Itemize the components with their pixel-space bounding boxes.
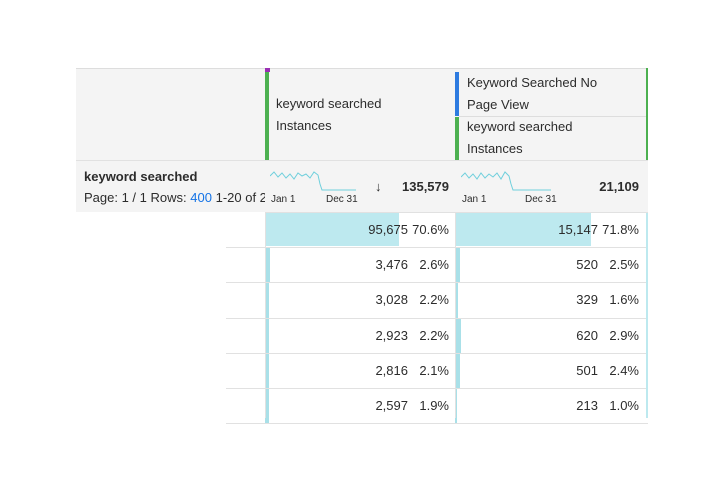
page-label: Page: 1 / 1	[84, 190, 147, 205]
column-header[interactable]: Keyword Searched No Page View	[467, 75, 598, 112]
cell-count: 620	[576, 327, 598, 343]
cell-share: 2.4%	[609, 362, 639, 378]
column-header[interactable]: keyword searched Instances	[276, 96, 382, 133]
row-divider	[226, 388, 648, 389]
cell-share: 2.2%	[419, 292, 449, 308]
row-divider	[226, 423, 648, 425]
rows-select[interactable]: 400	[190, 190, 212, 205]
cell-share: 2.6%	[419, 257, 449, 273]
cell-share: 1.9%	[419, 398, 449, 413]
dimension-name: keyword searched	[84, 169, 198, 184]
sparkline	[270, 171, 356, 191]
share-bar	[265, 318, 270, 353]
row-divider	[226, 317, 648, 319]
divider	[459, 116, 648, 117]
header-bg	[76, 68, 648, 212]
column-divider	[646, 212, 648, 418]
spark-start: Jan 1	[271, 194, 296, 205]
share-bar	[265, 283, 270, 318]
share-bar	[455, 283, 459, 318]
column-total: 135,579	[402, 179, 449, 194]
sparkline	[461, 171, 551, 191]
row-divider	[265, 212, 648, 213]
spark-end: Dec 31	[326, 194, 358, 205]
spark-end: Dec 31	[525, 194, 557, 205]
cell-count: 2,597	[375, 398, 408, 413]
cell-count: 520	[576, 257, 598, 273]
sparkline-line	[270, 171, 356, 191]
share-bar	[455, 353, 460, 388]
cell-count: 15,147	[558, 222, 598, 237]
share-bar	[455, 213, 592, 247]
row-divider	[226, 352, 648, 354]
cell-share: 1.6%	[609, 292, 639, 308]
column-divider	[265, 212, 266, 418]
cell-count: 3,476	[375, 257, 408, 273]
spark-start: Jan 1	[462, 194, 487, 205]
sparkline-line	[461, 171, 551, 191]
cell-share: 2.1%	[419, 362, 449, 378]
divider	[76, 160, 648, 161]
share-bar	[455, 318, 461, 353]
column-divider	[455, 212, 456, 418]
cell-share: 2.2%	[419, 327, 449, 343]
row-divider	[226, 247, 648, 249]
share-bar	[265, 389, 269, 424]
row-divider	[226, 282, 648, 284]
range-label: 1-20 of 2	[215, 190, 265, 205]
column-header[interactable]: keyword searched Instances	[467, 119, 573, 156]
cell-share: 70.6%	[412, 222, 449, 237]
rows-label: Rows:	[150, 190, 187, 205]
cell-count: 95,675	[368, 222, 408, 237]
column-marker	[265, 68, 270, 72]
cell-share: 71.8%	[602, 222, 639, 237]
metric-bar	[265, 72, 269, 160]
cell-count: 213	[576, 398, 598, 413]
column-total: 21,109	[599, 179, 639, 194]
metric-bar	[455, 117, 459, 160]
cell-count: 2,816	[375, 362, 408, 378]
cell-count: 501	[576, 362, 598, 378]
sort-icon[interactable]: ↓	[375, 179, 382, 194]
share-bar	[265, 248, 270, 283]
column-edge	[646, 68, 648, 160]
cell-share: 2.9%	[609, 327, 639, 343]
segment-bar	[455, 72, 459, 116]
pagination: Page: 1 / 1 Rows: 400 1-20 of 2	[84, 190, 265, 205]
header-top	[76, 68, 648, 69]
cell-count: 2,923	[375, 327, 408, 343]
share-bar	[265, 353, 269, 388]
cell-share: 2.5%	[609, 257, 639, 273]
cell-count: 329	[576, 292, 598, 308]
share-bar	[455, 248, 460, 283]
cell-count: 3,028	[375, 292, 408, 308]
cell-share: 1.0%	[609, 398, 639, 413]
share-bar	[265, 213, 400, 247]
